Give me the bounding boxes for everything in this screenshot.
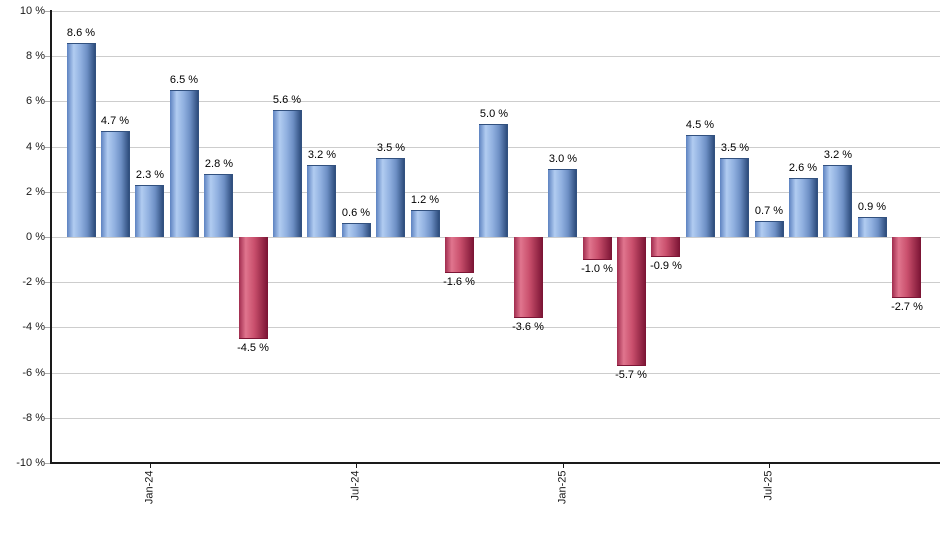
- y-axis-tick-label: -4 %: [22, 321, 45, 333]
- bar: [823, 165, 852, 237]
- bar-value-label: -3.6 %: [512, 321, 544, 333]
- y-axis-tick: [45, 373, 50, 374]
- bar: [204, 174, 233, 237]
- gridline: [52, 56, 940, 57]
- y-axis-tick: [45, 282, 50, 283]
- bar-value-label: 3.5 %: [376, 142, 406, 154]
- bar-value-label: 3.2 %: [307, 149, 337, 161]
- y-axis-tick-label: 0 %: [26, 231, 45, 243]
- y-axis-tick-label: -10 %: [16, 457, 45, 469]
- x-axis-tick-label: Jul-24: [349, 470, 362, 501]
- bar: [755, 221, 784, 237]
- x-axis-tick-label: Jan-24: [143, 470, 156, 505]
- gridline: [52, 101, 940, 102]
- bar: [651, 237, 680, 257]
- gridline: [52, 418, 940, 419]
- gridline: [52, 327, 940, 328]
- bar-value-label: -4.5 %: [237, 342, 269, 354]
- bar-value-label: 2.6 %: [788, 162, 818, 174]
- y-axis-tick-label: -2 %: [22, 276, 45, 288]
- bar: [720, 158, 749, 237]
- bar-value-label: -1.6 %: [443, 276, 475, 288]
- y-axis-tick-label: -8 %: [22, 412, 45, 424]
- y-axis-tick: [45, 463, 50, 464]
- y-axis-tick: [45, 147, 50, 148]
- bar-value-label: -1.0 %: [581, 263, 613, 275]
- bar: [445, 237, 474, 273]
- bar-value-label: 5.6 %: [272, 94, 302, 106]
- y-axis-tick: [45, 237, 50, 238]
- x-axis-tick-label: Jan-25: [556, 470, 569, 505]
- bar: [479, 124, 508, 237]
- bar-value-label: 3.0 %: [548, 153, 578, 165]
- bar: [617, 237, 646, 366]
- bar: [583, 237, 612, 260]
- bar-value-label: 0.7 %: [754, 205, 784, 217]
- bar-value-label: 4.5 %: [685, 119, 715, 131]
- gridline: [52, 282, 940, 283]
- bar: [135, 185, 164, 237]
- bar-value-label: 0.9 %: [857, 201, 887, 213]
- y-axis-line: [50, 10, 52, 464]
- y-axis-tick-label: 2 %: [26, 186, 45, 198]
- bar: [686, 135, 715, 237]
- bar-value-label: 2.3 %: [135, 169, 165, 181]
- y-axis-tick-label: 6 %: [26, 95, 45, 107]
- bar: [273, 110, 302, 237]
- y-axis-tick: [45, 101, 50, 102]
- bar-value-label: 3.2 %: [823, 149, 853, 161]
- bar: [67, 43, 96, 237]
- bar: [170, 90, 199, 237]
- bar-value-label: 1.2 %: [410, 194, 440, 206]
- x-axis-tick-label: Jul-25: [762, 470, 775, 501]
- x-axis-tick: [769, 463, 770, 468]
- gridline: [52, 237, 940, 238]
- bar-value-label: -5.7 %: [615, 369, 647, 381]
- bar-value-label: 6.5 %: [169, 74, 199, 86]
- bar: [789, 178, 818, 237]
- bar: [892, 237, 921, 298]
- y-axis-tick: [45, 327, 50, 328]
- bar-value-label: 8.6 %: [66, 27, 96, 39]
- y-axis-tick: [45, 11, 50, 12]
- x-axis-tick: [150, 463, 151, 468]
- x-axis-tick: [563, 463, 564, 468]
- bar: [307, 165, 336, 237]
- bar: [101, 131, 130, 237]
- x-axis-tick: [356, 463, 357, 468]
- x-axis-line: [50, 462, 940, 464]
- bar: [858, 217, 887, 237]
- bar-value-label: 0.6 %: [341, 207, 371, 219]
- bar: [548, 169, 577, 237]
- bar-value-label: 2.8 %: [204, 158, 234, 170]
- y-axis-tick: [45, 418, 50, 419]
- bar: [239, 237, 268, 339]
- bar: [411, 210, 440, 237]
- y-axis-tick: [45, 192, 50, 193]
- bar-value-label: -2.7 %: [891, 301, 923, 313]
- bar-value-label: 5.0 %: [479, 108, 509, 120]
- bar: [342, 223, 371, 237]
- y-axis-tick-label: 8 %: [26, 50, 45, 62]
- bar: [514, 237, 543, 318]
- y-axis-tick-label: -6 %: [22, 367, 45, 379]
- gridline: [52, 373, 940, 374]
- y-axis-tick-label: 10 %: [19, 5, 45, 17]
- bar-value-label: 4.7 %: [100, 115, 130, 127]
- y-axis-tick: [45, 56, 50, 57]
- bar: [376, 158, 405, 237]
- gridline: [52, 11, 940, 12]
- bar-value-label: 3.5 %: [720, 142, 750, 154]
- y-axis-tick-label: 4 %: [26, 141, 45, 153]
- bar-value-label: -0.9 %: [650, 260, 682, 272]
